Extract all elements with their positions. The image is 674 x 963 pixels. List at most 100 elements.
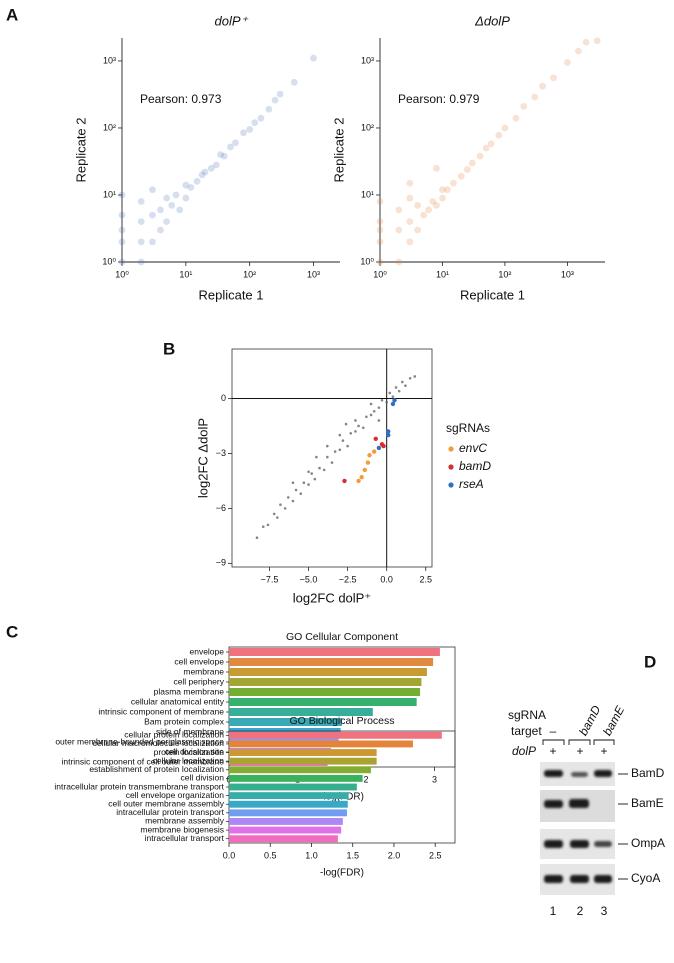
- point: [372, 409, 376, 413]
- bar: [229, 774, 363, 782]
- point: [394, 386, 398, 389]
- highlight-point: [371, 449, 377, 454]
- point: [408, 377, 412, 380]
- highlight-point: [362, 467, 368, 473]
- point: [149, 238, 156, 246]
- point: [201, 168, 209, 176]
- point: [163, 218, 171, 226]
- bar: [229, 678, 422, 686]
- point: [395, 206, 403, 214]
- point: [550, 74, 557, 82]
- point: [182, 194, 190, 202]
- point: [414, 201, 422, 209]
- point: [338, 448, 342, 452]
- y-tick-label: −9: [216, 558, 226, 568]
- category-label: outer membrane-bounded periplasmic space: [55, 736, 224, 746]
- point: [429, 198, 437, 205]
- bar: [229, 648, 440, 656]
- point: [512, 114, 520, 122]
- point: [276, 516, 279, 519]
- annotation: Pearson: 0.979: [398, 92, 480, 106]
- band-label: BamD: [631, 766, 665, 780]
- point: [251, 119, 259, 127]
- point: [163, 194, 171, 202]
- bands: [544, 770, 612, 883]
- category-label: Bam protein complex: [144, 716, 225, 726]
- point: [271, 96, 279, 104]
- x-tick-label: 0.5: [264, 850, 277, 860]
- point: [433, 164, 440, 172]
- point: [118, 226, 126, 234]
- point: [563, 59, 571, 66]
- highlight-point: [342, 478, 347, 484]
- highlight-point: [365, 460, 371, 465]
- point: [207, 164, 215, 172]
- legend-label: rseA: [459, 477, 484, 491]
- bar: [229, 708, 373, 716]
- x-tick-label: 2: [363, 774, 368, 784]
- y-tick-label: −3: [216, 448, 226, 458]
- y-tick-label: 10²: [361, 122, 374, 132]
- category-label: cell outer membrane assembly: [108, 798, 224, 808]
- legend-marker: [448, 446, 454, 452]
- x-tick-label: −5.0: [300, 574, 318, 584]
- chart-title: dolP⁺: [215, 13, 249, 28]
- bar: [229, 688, 421, 696]
- point: [395, 226, 403, 234]
- point: [354, 419, 357, 422]
- point: [118, 238, 126, 246]
- point: [377, 419, 381, 422]
- point: [413, 375, 417, 378]
- lane-label: 3: [601, 904, 608, 918]
- point: [406, 179, 414, 187]
- lane-label: 1: [550, 904, 557, 918]
- category-label: cell envelope: [174, 656, 224, 666]
- category-label: cellular anatomical entity: [131, 696, 225, 706]
- point: [349, 431, 353, 435]
- condition-value: +: [576, 744, 583, 758]
- bar: [229, 809, 347, 817]
- x-axis-label: log2FC dolP⁺: [293, 590, 371, 605]
- y-tick-label: 10⁰: [360, 256, 374, 266]
- category-label: intracellular transport: [145, 833, 225, 843]
- point: [315, 455, 318, 459]
- point: [149, 186, 156, 194]
- point: [414, 226, 422, 234]
- target-label: bamD: [576, 703, 604, 738]
- point: [333, 450, 337, 453]
- x-tick-label: 10¹: [179, 269, 192, 279]
- bar: [229, 740, 413, 748]
- category-label: cell periphery: [173, 676, 224, 686]
- point: [406, 194, 414, 202]
- point: [388, 391, 392, 395]
- legend-label: envC: [459, 441, 487, 455]
- category-label: membrane: [183, 666, 224, 676]
- highlight-point: [373, 436, 378, 441]
- point: [157, 226, 164, 234]
- point: [376, 238, 384, 246]
- category-label: envelope: [189, 646, 224, 656]
- point: [369, 413, 373, 417]
- point: [220, 152, 228, 160]
- point: [401, 380, 404, 384]
- annotation: Pearson: 0.973: [140, 92, 222, 106]
- x-tick-label: 10²: [498, 269, 511, 279]
- bar: [229, 658, 434, 666]
- point: [176, 206, 184, 214]
- point: [286, 496, 290, 499]
- x-tick-label: 1.0: [305, 850, 318, 860]
- point: [463, 166, 471, 173]
- point: [118, 191, 126, 199]
- point: [299, 492, 303, 496]
- point: [302, 481, 306, 485]
- x-tick-label: 10²: [243, 269, 256, 279]
- point: [593, 37, 601, 45]
- y-tick-label: 10²: [103, 122, 116, 132]
- bar: [229, 668, 427, 676]
- point: [539, 82, 546, 90]
- point: [137, 238, 145, 246]
- point: [137, 218, 145, 226]
- x-tick-label: 2.0: [388, 850, 401, 860]
- point: [574, 47, 582, 55]
